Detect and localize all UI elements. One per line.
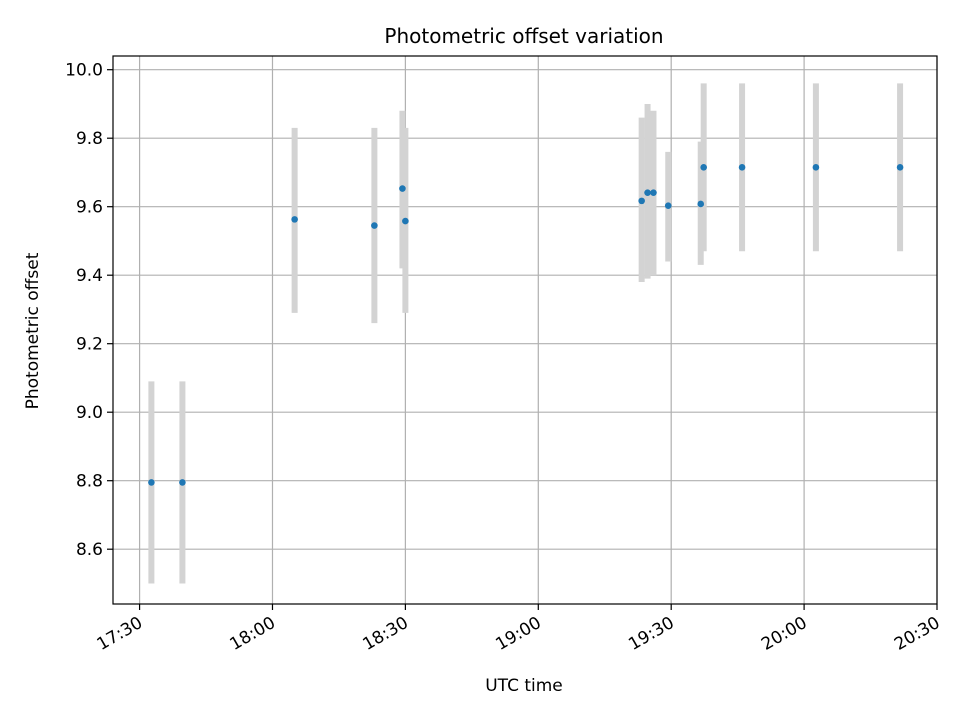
data-point [700,164,707,171]
data-point [812,164,820,171]
data-point [638,197,645,205]
data-point [650,189,657,196]
y-tick-label: 9.0 [76,403,103,423]
data-points [148,164,904,486]
data-point [738,164,746,171]
data-point [644,189,651,196]
data-point [399,185,406,192]
x-axis-label: UTC time [485,676,563,696]
y-tick-label: 9.6 [76,198,103,218]
data-point [664,202,672,209]
y-tick-label: 9.4 [76,266,103,286]
y-tick-label: 9.2 [76,335,103,355]
data-point [371,222,378,229]
y-tick-label: 10.0 [65,61,103,81]
y-tick-label: 9.8 [76,129,103,149]
data-point [896,164,904,171]
y-axis-ticks: 8.6 8.8 9.0 9.2 9.4 9.6 9.8 10.0 [65,61,113,560]
data-point [179,479,186,486]
chart-title: Photometric offset variation [384,24,663,48]
data-point [291,216,298,223]
plot-frame [112,55,938,605]
data-point [697,200,705,208]
data-point [402,217,409,225]
y-tick-label: 8.8 [76,472,103,492]
data-point [148,479,155,486]
y-tick-label: 8.6 [76,540,103,560]
y-axis-label: Photometric offset [23,252,43,409]
